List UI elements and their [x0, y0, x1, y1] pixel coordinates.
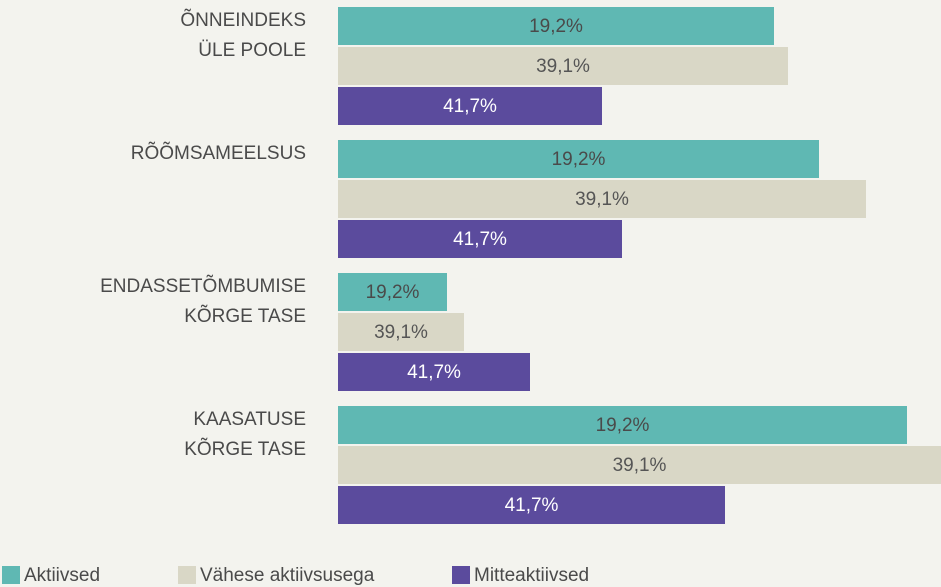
bar — [338, 140, 819, 178]
legend-swatch — [178, 566, 196, 584]
value-label: 19,2% — [366, 282, 420, 303]
legend-label: Aktiivsed — [24, 565, 100, 586]
category-label: KÕRGE TASE — [184, 305, 306, 327]
category-label: KÕRGE TASE — [184, 438, 306, 460]
bar — [338, 273, 447, 311]
bar — [338, 180, 866, 218]
category-label: ÜLE POOLE — [198, 40, 306, 61]
value-label: 19,2% — [552, 149, 606, 170]
legend-swatch — [452, 566, 470, 584]
legend-label: Mitteaktiivsed — [474, 565, 589, 586]
value-label: 41,7% — [407, 362, 461, 383]
value-label: 19,2% — [596, 415, 650, 436]
value-label: 41,7% — [453, 229, 507, 250]
bar — [338, 313, 464, 351]
value-label: 39,1% — [536, 56, 590, 77]
bar — [338, 486, 725, 524]
legend-label: Vähese aktiivsusega — [200, 565, 375, 586]
category-label: ENDASSETÕMBUMISE — [100, 275, 306, 297]
bar — [338, 87, 602, 125]
category-label: ÕNNEINDEKS — [180, 9, 306, 31]
value-label: 41,7% — [505, 495, 559, 516]
value-label: 19,2% — [529, 16, 583, 37]
value-label: 39,1% — [575, 189, 629, 210]
value-label: 39,1% — [613, 455, 667, 476]
bar — [338, 406, 907, 444]
value-label: 41,7% — [443, 96, 497, 117]
bar — [338, 220, 622, 258]
bar — [338, 446, 941, 484]
bar — [338, 47, 788, 85]
category-label: KAASATUSE — [193, 409, 306, 430]
bar — [338, 353, 530, 391]
legend-swatch — [2, 566, 20, 584]
bar — [338, 7, 774, 45]
value-label: 39,1% — [374, 322, 428, 343]
category-label: RÕÕMSAMEELSUS — [131, 142, 306, 164]
